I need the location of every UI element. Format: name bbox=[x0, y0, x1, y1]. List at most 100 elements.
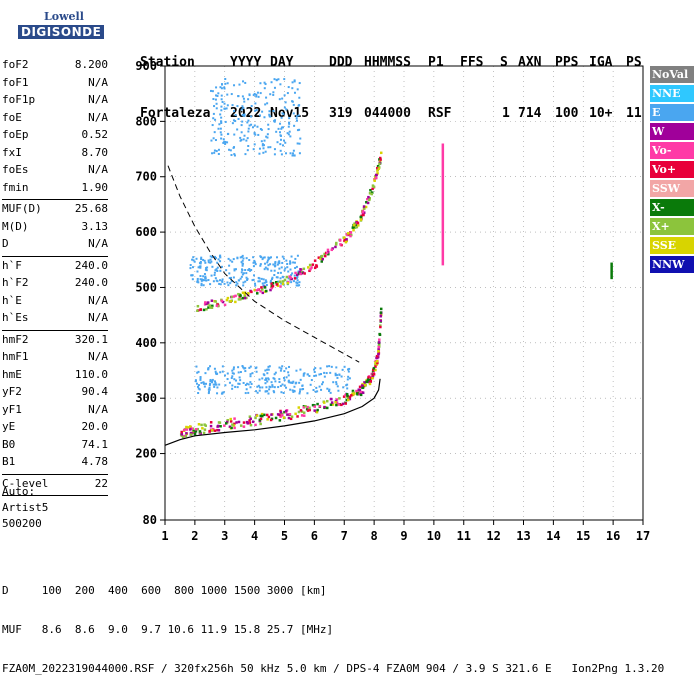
echo-dot bbox=[347, 370, 350, 373]
echo-dot bbox=[209, 378, 212, 381]
echo-dot bbox=[280, 367, 283, 370]
echo-dot bbox=[319, 373, 322, 376]
trace-dot bbox=[290, 415, 294, 418]
echo-dot bbox=[318, 385, 321, 388]
trace-dot bbox=[270, 413, 273, 416]
echo-dot bbox=[218, 282, 221, 285]
trace-dot bbox=[196, 427, 200, 431]
param-value: N/A bbox=[88, 163, 108, 176]
trace-dot bbox=[366, 201, 370, 205]
echo-dot bbox=[281, 97, 284, 100]
trace-dot bbox=[210, 299, 214, 302]
echo-dot bbox=[284, 267, 287, 270]
trace-dot bbox=[352, 223, 356, 227]
echo-dot bbox=[242, 257, 245, 260]
trace-dot bbox=[198, 430, 202, 433]
trace-dot bbox=[215, 304, 219, 307]
echo-dot bbox=[207, 390, 210, 393]
param-row: h`F2 240.0 bbox=[2, 276, 108, 294]
echo-dot bbox=[250, 382, 253, 385]
x-tick-label: 13 bbox=[516, 529, 530, 543]
trace-dot bbox=[353, 226, 357, 229]
echo-dot bbox=[274, 119, 277, 122]
trace-dot bbox=[214, 300, 217, 303]
echo-dot bbox=[271, 384, 274, 387]
echo-dot bbox=[226, 104, 229, 107]
param-key: MUF(D) bbox=[2, 202, 42, 215]
echo-dot bbox=[252, 278, 255, 281]
echo-dot bbox=[211, 380, 214, 383]
trace-dot bbox=[379, 314, 383, 318]
echo-dot bbox=[294, 257, 297, 260]
echo-dot bbox=[267, 264, 270, 267]
echo-dot bbox=[241, 273, 244, 276]
echo-dot bbox=[241, 365, 244, 368]
echo-dot bbox=[208, 384, 211, 387]
echo-dot bbox=[277, 271, 280, 274]
param-value: N/A bbox=[88, 293, 108, 307]
echo-dot bbox=[238, 83, 241, 86]
param-key: yF2 bbox=[2, 385, 22, 398]
echo-dot bbox=[270, 256, 273, 259]
echo-dot bbox=[320, 388, 323, 391]
echo-dot bbox=[228, 264, 231, 267]
echo-dot bbox=[252, 261, 255, 264]
trace-dot bbox=[190, 427, 194, 430]
param-key: fxI bbox=[2, 145, 22, 159]
echo-dot bbox=[326, 387, 329, 390]
echo-dot bbox=[255, 390, 258, 393]
echo-dot bbox=[214, 139, 217, 142]
echo-dot bbox=[289, 135, 292, 138]
trace-dot bbox=[283, 278, 287, 282]
echo-dot bbox=[207, 392, 210, 395]
echo-dot bbox=[264, 378, 267, 381]
echo-dot bbox=[330, 365, 333, 368]
trace-dot bbox=[288, 413, 292, 416]
echo-dot bbox=[280, 266, 283, 269]
trace-dot bbox=[378, 159, 382, 163]
trace-dot bbox=[363, 207, 366, 210]
auto-label: Auto: bbox=[2, 485, 36, 498]
legend-entry: NoVal bbox=[650, 66, 694, 83]
trace-dot bbox=[334, 400, 337, 404]
echo-dot bbox=[249, 373, 252, 376]
trace-dot bbox=[323, 254, 327, 258]
echo-dot bbox=[259, 263, 262, 266]
echo-dot bbox=[248, 94, 251, 97]
trace-dot bbox=[318, 405, 322, 408]
echo-dot bbox=[197, 266, 200, 269]
echo-dot bbox=[282, 113, 285, 116]
trace-dot bbox=[378, 156, 382, 160]
echo-dot bbox=[315, 374, 318, 377]
echo-dot bbox=[250, 105, 253, 108]
legend-entry: W bbox=[650, 123, 694, 140]
echo-dot bbox=[212, 112, 215, 115]
echo-dot bbox=[237, 279, 240, 282]
trace-dot bbox=[330, 248, 334, 252]
param-value: 320.1 bbox=[74, 332, 108, 346]
echo-dot bbox=[289, 152, 292, 155]
trace-dot bbox=[302, 406, 306, 409]
echo-dot bbox=[245, 139, 248, 142]
trace-dot bbox=[193, 432, 197, 436]
echo-dot bbox=[221, 100, 224, 103]
trace-dot bbox=[368, 382, 372, 386]
param-row: h`Es N/A bbox=[2, 311, 108, 329]
echo-dot bbox=[285, 108, 288, 111]
echo-dot bbox=[254, 284, 257, 287]
trace-dot bbox=[355, 225, 359, 229]
echo-dot bbox=[214, 381, 217, 384]
trace-dot bbox=[230, 295, 234, 299]
echo-dot bbox=[264, 369, 267, 372]
echo-dot bbox=[266, 372, 269, 375]
echo-dot bbox=[266, 133, 269, 136]
echo-dot bbox=[226, 281, 229, 284]
echo-dot bbox=[223, 140, 226, 143]
legend-entry: X+ bbox=[650, 218, 694, 235]
echo-dot bbox=[232, 366, 235, 369]
header-cell: 714 bbox=[518, 106, 542, 121]
echo-dot bbox=[321, 381, 324, 384]
echo-dot bbox=[278, 262, 281, 265]
echo-dot bbox=[252, 256, 255, 259]
footer-info: D 100 200 400 600 800 1000 1500 3000 [km… bbox=[2, 558, 664, 688]
